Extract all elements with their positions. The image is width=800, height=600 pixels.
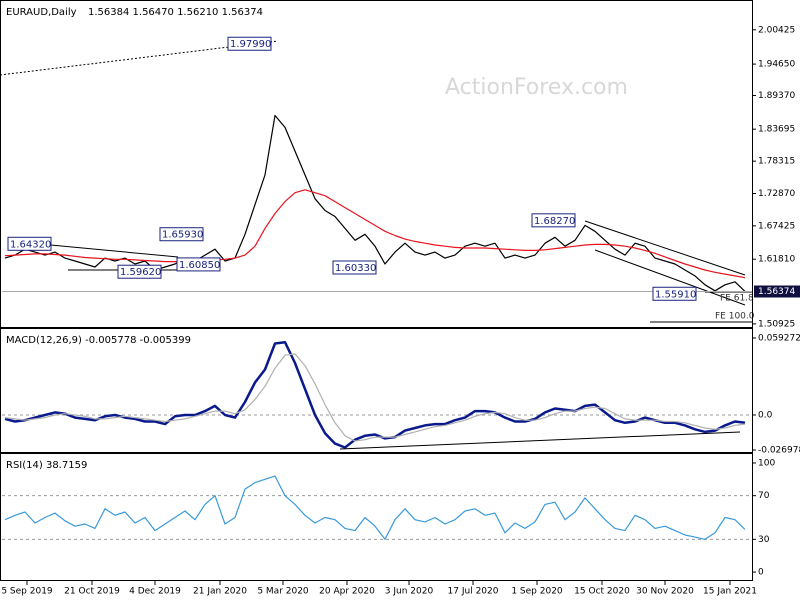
x-tick-label: 1 Sep 2020	[511, 587, 563, 597]
price-label: 1.60850	[179, 260, 220, 271]
panel-frame	[0, 328, 753, 453]
channel-line	[594, 249, 746, 306]
x-tick-label: 15 Oct 2020	[574, 587, 630, 597]
last-price-label: 1.56374	[758, 287, 795, 297]
y-tick-label: 1.50925	[758, 319, 795, 329]
price-label: 1.55910	[655, 289, 696, 300]
last-price-box	[754, 285, 800, 298]
panel-frame	[0, 0, 753, 328]
panel-title: MACD(12,26,9) -0.005778 -0.005399	[6, 335, 191, 346]
x-tick-label: 21 Oct 2019	[64, 587, 120, 597]
price-label: 1.97990	[230, 39, 271, 50]
x-tick-label: 17 Jul 2020	[448, 587, 499, 597]
y-tick-label: 1.61810	[758, 255, 795, 265]
x-tick-label: 3 Jun 2020	[385, 587, 434, 597]
price-label-box	[227, 36, 272, 51]
y-tick-label: 2.00425	[758, 25, 795, 35]
price-label: 1.59620	[120, 267, 161, 278]
y-tick-label: 1.89370	[758, 91, 795, 101]
price-label-box	[176, 257, 221, 272]
y-tick-label: -0.026978	[758, 446, 800, 456]
support-line	[339, 431, 741, 450]
y-tick-label: 1.83695	[758, 125, 795, 135]
y-tick-label: 1.67425	[758, 221, 795, 231]
fe-label: FE 61.8	[720, 294, 754, 304]
x-tick-label: 15 Jan 2021	[703, 587, 757, 597]
fe-label: FE 100.0	[715, 312, 755, 322]
x-tick-label: 5 Mar 2020	[257, 587, 309, 597]
y-tick-label: 0	[758, 568, 764, 578]
x-tick-label: 30 Nov 2020	[636, 587, 694, 597]
series-line	[4, 475, 746, 540]
y-tick-label: 0.0	[758, 410, 773, 420]
price-label-box	[531, 213, 576, 228]
y-tick-label: 1.78315	[758, 157, 795, 167]
panel-title: RSI(14) 38.7159	[6, 460, 87, 471]
x-tick-label: 5 Sep 2019	[1, 587, 53, 597]
price-label: 1.68270	[534, 216, 575, 227]
price-label: 1.60330	[335, 263, 376, 274]
panel-frame	[0, 453, 753, 581]
price-label-box	[7, 236, 52, 251]
y-tick-label: 1.94650	[758, 60, 795, 70]
price-label-box	[117, 264, 162, 279]
y-tick-label: 0.059272	[758, 333, 800, 343]
x-tick-label: 4 Dec 2019	[129, 587, 181, 597]
price-label-box	[652, 286, 697, 301]
channel-line	[584, 220, 746, 276]
panel-title: EURAUD,Daily	[6, 7, 77, 18]
series-line	[4, 189, 746, 279]
x-tick-label: 21 Jan 2020	[193, 587, 247, 597]
y-tick-label: 1.72870	[758, 189, 795, 199]
price-label: 1.65930	[162, 230, 203, 241]
price-label-box	[159, 227, 204, 242]
y-tick-label: 100	[758, 458, 775, 468]
series-line	[4, 353, 746, 442]
x-tick-label: 20 Apr 2020	[319, 587, 375, 597]
watermark: ActionForex.com	[445, 75, 628, 100]
y-tick-label: 30	[758, 535, 770, 545]
ohlc-label: 1.56384 1.56470 1.56210 1.56374	[88, 7, 263, 18]
price-label: 1.64320	[10, 239, 51, 250]
price-label-box	[332, 260, 377, 275]
series-line	[4, 340, 746, 449]
y-tick-label: 70	[758, 491, 770, 501]
